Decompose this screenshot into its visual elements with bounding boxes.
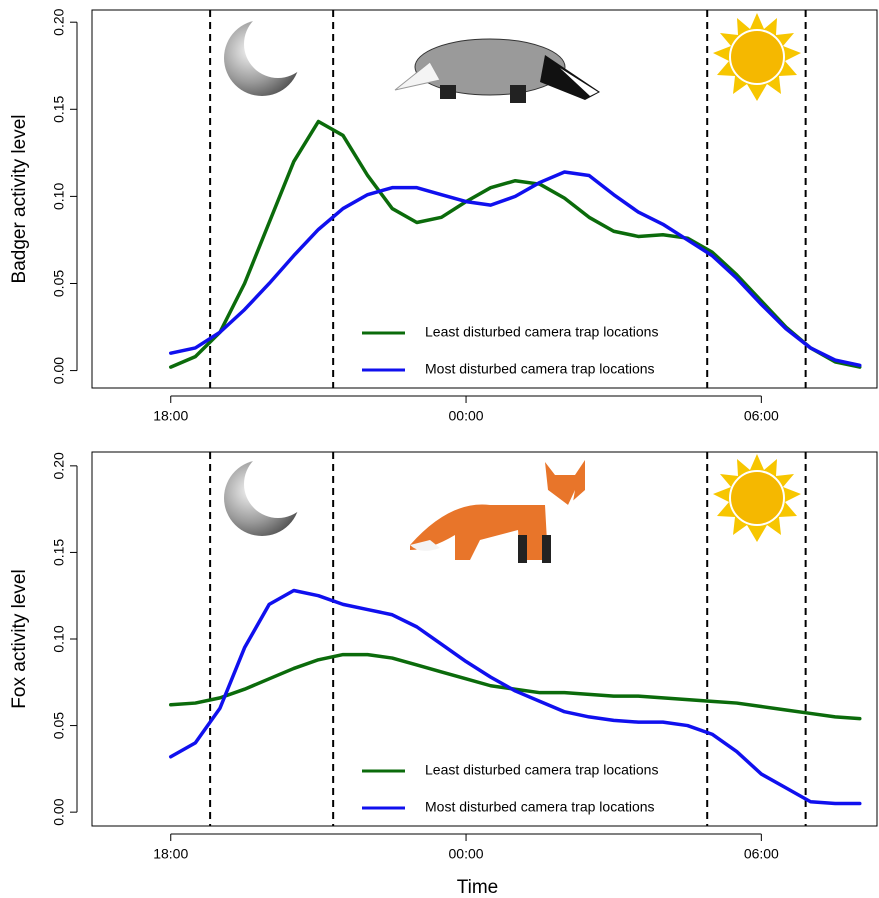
y-tick-label: 0.20 [51,452,67,479]
legend-label: Least disturbed camera trap locations [425,324,658,340]
x-tick-label: 06:00 [744,846,779,862]
data-line [169,588,862,806]
legend-label: Most disturbed camera trap locations [425,361,655,377]
plot-frame [91,451,878,827]
moon-icon [224,460,300,536]
y-tick-label: 0.10 [51,183,67,210]
fox-icon [410,460,585,563]
y-tick-label: 0.10 [51,625,67,652]
x-tick-label: 18:00 [153,408,188,424]
x-tick-label: 18:00 [153,846,188,862]
y-tick-label: 0.15 [51,95,67,122]
x-tick-label: 00:00 [449,408,484,424]
y-tick-label: 0.05 [51,712,67,739]
data-line [169,119,862,369]
badger-icon [394,38,600,103]
y-tick-label: 0.15 [51,539,67,566]
plot-frame [91,9,878,389]
x-tick-label: 00:00 [449,846,484,862]
data-line [169,652,862,721]
y-tick-label: 0.20 [51,8,67,35]
y-axis-title: Fox activity level [9,569,30,708]
legend-label: Most disturbed camera trap locations [425,799,655,815]
y-tick-label: 0.00 [51,357,67,384]
moon-icon [224,20,300,96]
sun-icon [712,453,802,543]
sun-icon [712,12,802,102]
data-line [169,170,862,368]
legend-label: Least disturbed camera trap locations [425,762,658,778]
x-tick-label: 06:00 [744,408,779,424]
x-axis-title: Time [457,877,499,898]
y-axis-title: Badger activity level [9,115,30,284]
y-tick-label: 0.00 [51,798,67,825]
y-tick-label: 0.05 [51,270,67,297]
